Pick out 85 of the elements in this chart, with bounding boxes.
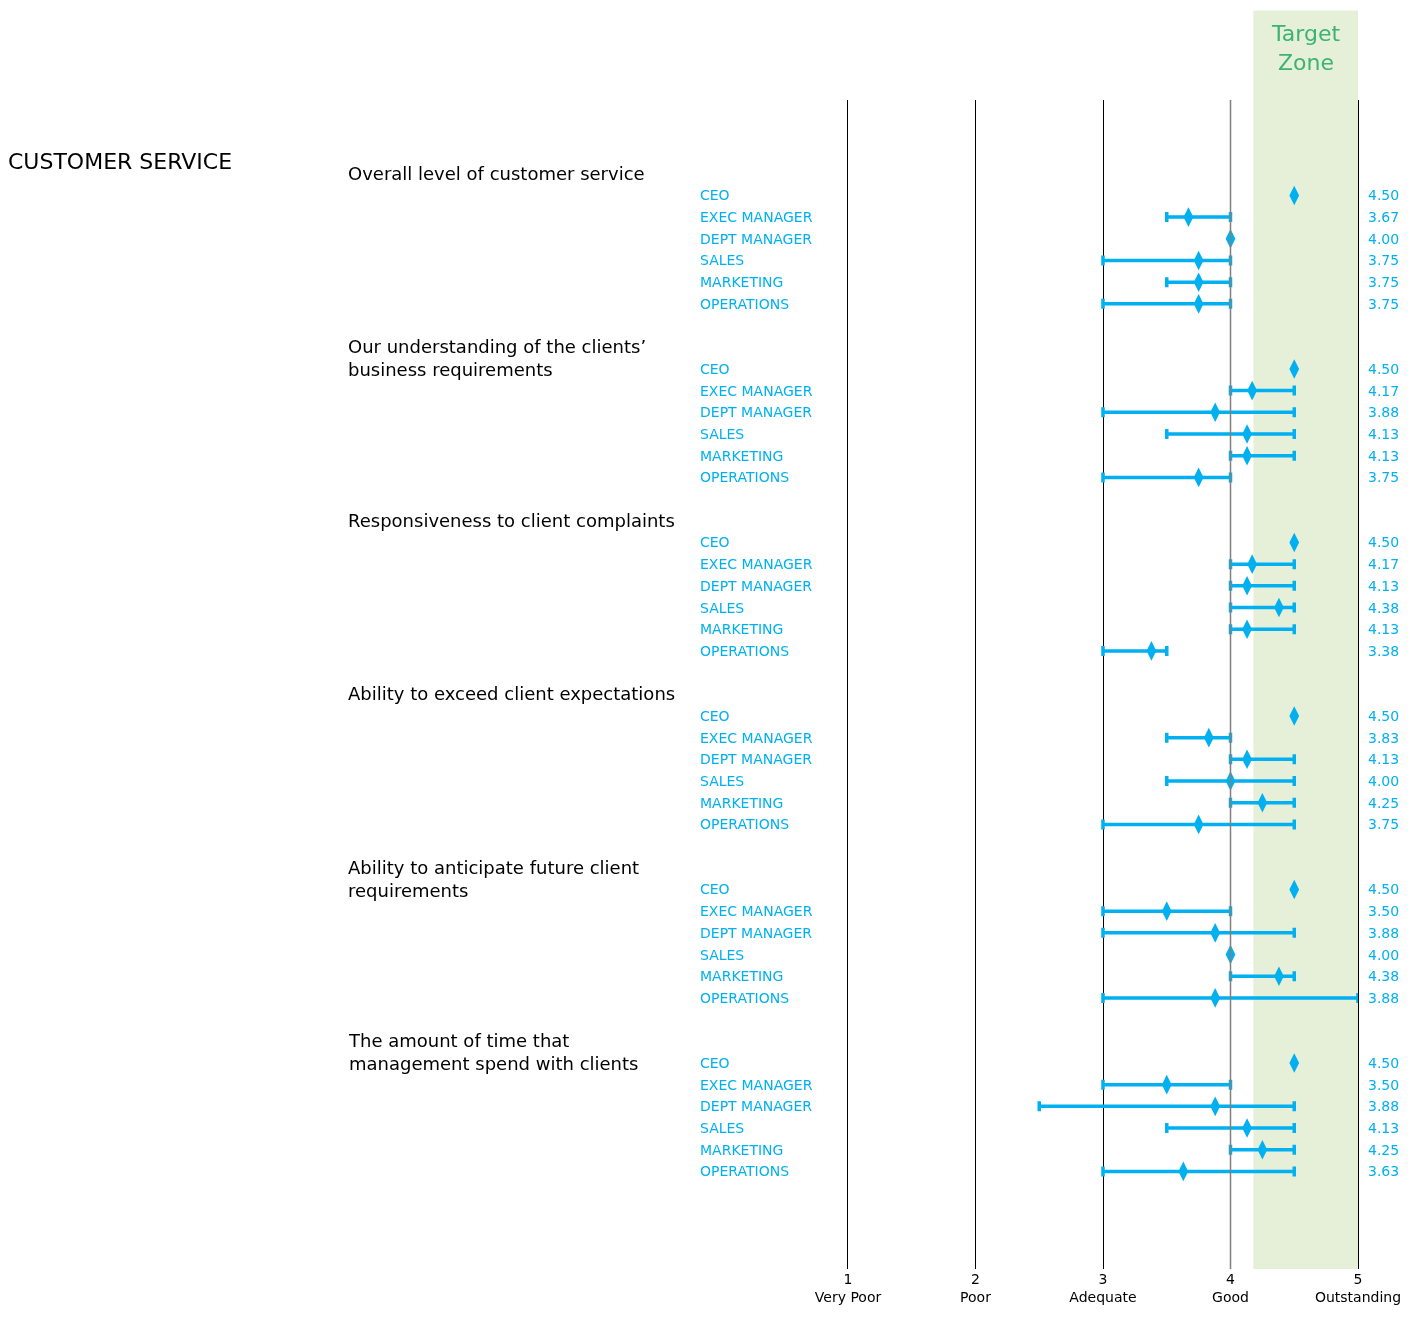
data-label: 4.50 [1368, 361, 1400, 377]
data-label: 4.13 [1368, 621, 1400, 637]
y-tick-label: SALES [700, 600, 745, 616]
x-tick-label: 4 Good [1212, 1271, 1249, 1306]
data-label: 4.50 [1368, 187, 1400, 203]
x-tick-label: 2 Poor [960, 1271, 992, 1306]
y-tick-label: EXEC MANAGER [700, 730, 813, 746]
data-label: 4.00 [1368, 231, 1400, 247]
data-label: 3.88 [1368, 1098, 1400, 1114]
data-label: 4.00 [1368, 947, 1400, 963]
text: The amount of time that management spend with clients [348, 1030, 639, 1075]
y-tick-label: MARKETING [700, 1142, 784, 1158]
data-label: 3.38 [1368, 643, 1400, 659]
y-tick-label: OPERATIONS [700, 643, 790, 659]
y-tick-label: SALES [700, 252, 745, 268]
text: Responsiveness to client complaints [348, 510, 675, 531]
data-label: 4.50 [1368, 881, 1400, 897]
data-label: 3.67 [1368, 209, 1400, 225]
y-tick-label: MARKETING [700, 621, 784, 637]
data-label: 3.88 [1368, 925, 1400, 941]
y-tick-label: MARKETING [700, 968, 784, 984]
data-label: 3.63 [1368, 1163, 1400, 1179]
y-tick-label: OPERATIONS [700, 990, 790, 1006]
y-tick-label: DEPT MANAGER [700, 231, 813, 247]
data-label: 4.50 [1368, 1055, 1400, 1071]
data-label: 4.13 [1368, 578, 1400, 594]
y-tick-label: CEO [700, 1055, 730, 1071]
y-tick-label: OPERATIONS [700, 816, 790, 832]
text: Our understanding of the clients’ business requirements [348, 336, 647, 381]
y-tick-label: OPERATIONS [700, 296, 790, 312]
data-label: 4.13 [1368, 426, 1400, 442]
y-tick-label: CEO [700, 534, 730, 550]
x-tick-label: 1 Very Poor [814, 1271, 882, 1306]
y-tick-label: EXEC MANAGER [700, 1077, 813, 1093]
y-tick-label: DEPT MANAGER [700, 404, 813, 420]
y-tick-label: SALES [700, 1120, 745, 1136]
text: CUSTOMER SERVICE [8, 148, 233, 174]
data-label: 4.50 [1368, 708, 1400, 724]
y-tick-label: DEPT MANAGER [700, 751, 813, 767]
data-label: 3.75 [1368, 469, 1400, 485]
y-tick-label: DEPT MANAGER [700, 578, 813, 594]
x-tick-label: 3 Adequate [1069, 1271, 1137, 1306]
data-label: 4.13 [1368, 1120, 1400, 1136]
y-tick-label: EXEC MANAGER [700, 556, 813, 572]
data-label: 4.38 [1368, 968, 1400, 984]
data-label: 4.17 [1368, 383, 1400, 399]
y-tick-label: CEO [700, 187, 730, 203]
y-tick-label: SALES [700, 773, 745, 789]
y-tick-label: DEPT MANAGER [700, 925, 813, 941]
x-tick-label: 5 Outstanding [1314, 1271, 1402, 1306]
data-label: 4.13 [1368, 751, 1400, 767]
y-tick-label: CEO [700, 361, 730, 377]
y-tick-label: OPERATIONS [700, 469, 790, 485]
y-tick-label: EXEC MANAGER [700, 903, 813, 919]
data-label: 4.25 [1368, 795, 1400, 811]
y-tick-label: OPERATIONS [700, 1163, 790, 1179]
y-tick-label: SALES [700, 426, 745, 442]
y-tick-label: EXEC MANAGER [700, 383, 813, 399]
y-tick-label: EXEC MANAGER [700, 209, 813, 225]
data-label: 3.88 [1368, 990, 1400, 1006]
text: Ability to exceed client expectations [348, 683, 676, 704]
y-tick-label: CEO [700, 708, 730, 724]
data-label: 3.75 [1368, 274, 1400, 290]
data-label: 4.38 [1368, 600, 1400, 616]
y-tick-label: MARKETING [700, 274, 784, 290]
data-label: 3.88 [1368, 404, 1400, 420]
text: Ability to anticipate future client requirements [348, 857, 640, 902]
data-label: 4.25 [1368, 1142, 1400, 1158]
data-label: 4.17 [1368, 556, 1400, 572]
data-label: 3.75 [1368, 252, 1400, 268]
y-tick-label: CEO [700, 881, 730, 897]
data-label: 3.50 [1368, 1077, 1400, 1093]
data-label: 4.00 [1368, 773, 1400, 789]
data-label: 4.13 [1368, 448, 1400, 464]
text: Overall level of customer service [348, 163, 645, 184]
y-tick-label: DEPT MANAGER [700, 1098, 813, 1114]
data-label: 3.50 [1368, 903, 1400, 919]
data-label: 3.75 [1368, 816, 1400, 832]
data-label: 3.75 [1368, 296, 1400, 312]
band-label: Target Zone [1271, 21, 1341, 75]
y-tick-label: MARKETING [700, 448, 784, 464]
data-label: 3.83 [1368, 730, 1400, 746]
y-tick-label: SALES [700, 947, 745, 963]
data-label: 4.50 [1368, 534, 1400, 550]
y-tick-label: MARKETING [700, 795, 784, 811]
